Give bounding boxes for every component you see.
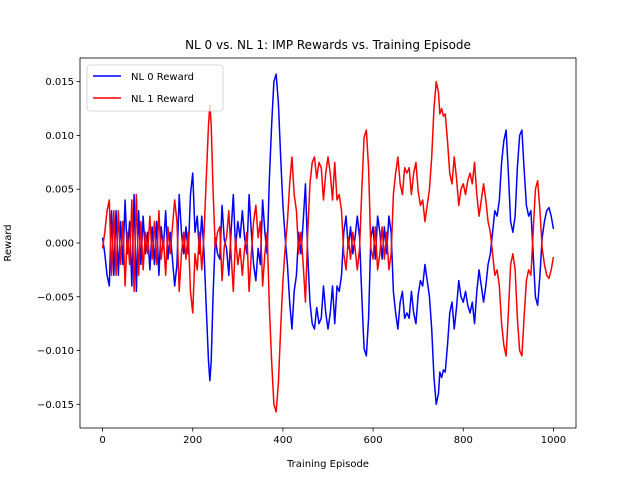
legend: NL 0 Reward NL 1 Reward <box>86 64 224 112</box>
y-tick-label: 0.015 <box>45 77 74 88</box>
x-tick-label: 800 <box>454 435 473 446</box>
y-axis-label: Reward <box>3 224 14 261</box>
y-tick-label: −0.015 <box>37 400 74 411</box>
x-tick-label: 1000 <box>541 435 566 446</box>
x-axis-label: Training Episode <box>286 459 369 470</box>
y-tick-label: 0.000 <box>45 239 74 250</box>
y-axis: −0.015 −0.010 −0.005 0.000 0.005 0.010 0.015 <box>37 77 80 411</box>
legend-label-nl0: NL 0 Reward <box>131 72 194 83</box>
y-tick-label: 0.010 <box>45 131 74 142</box>
x-tick-label: 600 <box>364 435 383 446</box>
y-tick-label: −0.010 <box>37 346 74 357</box>
legend-label-nl1: NL 1 Reward <box>131 94 194 105</box>
x-axis: 0 200 400 600 800 1000 <box>99 428 566 446</box>
y-tick-label: 0.005 <box>45 185 74 196</box>
x-tick-label: 200 <box>183 435 202 446</box>
y-tick-label: −0.005 <box>37 292 74 303</box>
chart-title: NL 0 vs. NL 1: IMP Rewards vs. Training … <box>185 38 471 52</box>
series-line-nl1 <box>101 80 555 413</box>
x-tick-label: 400 <box>273 435 292 446</box>
series-line-nl0 <box>101 73 555 406</box>
plot-area <box>101 73 555 413</box>
x-tick-label: 0 <box>99 435 105 446</box>
